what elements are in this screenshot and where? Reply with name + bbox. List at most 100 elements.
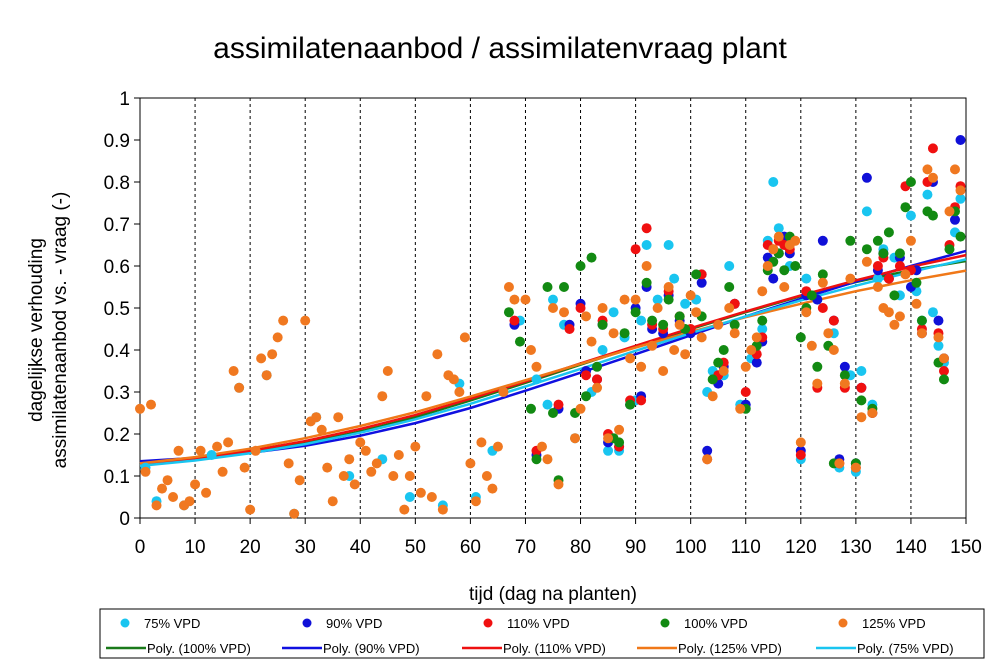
x-tick-label: 0 (135, 537, 146, 558)
trendline (139, 258, 967, 468)
data-point (658, 319, 669, 330)
data-point (878, 248, 889, 259)
trendline (139, 269, 967, 465)
data-point (190, 479, 201, 490)
data-point (696, 277, 707, 288)
data-point (327, 496, 338, 507)
data-point (713, 357, 724, 368)
data-point (856, 412, 867, 423)
x-tick-label: 140 (895, 537, 927, 558)
data-point (927, 307, 938, 318)
data-point (674, 311, 685, 322)
data-point (520, 294, 531, 305)
y-tick-label: 0.7 (104, 215, 130, 236)
x-tick-label: 110 (731, 537, 761, 558)
data-point (151, 500, 162, 511)
data-point (702, 445, 713, 456)
data-point (757, 315, 768, 326)
data-point (790, 261, 801, 271)
data-point (581, 311, 592, 322)
data-point (223, 437, 234, 448)
data-point (250, 445, 261, 456)
legend-label: Poly. (110% VPD) (503, 641, 606, 656)
data-point (294, 475, 305, 486)
data-point (509, 294, 520, 305)
y-tick-label: 0.8 (104, 173, 130, 194)
data-point (581, 370, 592, 381)
data-point (399, 504, 410, 515)
x-axis-label: tijd (dag na planten) (469, 584, 637, 605)
legend-label: 125% VPD (862, 616, 926, 631)
data-point (531, 361, 542, 372)
data-point (812, 378, 823, 389)
data-point (570, 433, 581, 444)
data-point (768, 244, 779, 255)
data-point (845, 235, 856, 246)
data-point (382, 366, 393, 376)
legend-label: 75% VPD (144, 616, 200, 631)
data-point (861, 256, 872, 267)
data-point (883, 307, 894, 318)
data-point (652, 294, 663, 305)
data-point (377, 391, 388, 402)
data-point (509, 315, 520, 326)
data-point (421, 391, 432, 402)
data-point (559, 307, 570, 318)
legend (99, 608, 985, 659)
data-point (817, 235, 828, 246)
data-point (625, 399, 636, 410)
data-point (140, 466, 151, 477)
data-point (894, 261, 905, 271)
data-point (795, 332, 806, 343)
data-point (955, 185, 966, 196)
data-point (366, 466, 377, 477)
data-point (542, 282, 553, 292)
x-tick-label: 70 (515, 537, 536, 558)
data-point (839, 370, 850, 381)
data-point (283, 458, 294, 469)
y-tick-label: 0.5 (104, 299, 130, 320)
data-point (448, 374, 459, 385)
data-point (614, 437, 625, 448)
data-point (146, 399, 157, 410)
y-tick-label: 0.4 (104, 341, 131, 362)
data-point (575, 303, 586, 313)
data-point (823, 328, 834, 339)
legend-label: 110% VPD (507, 616, 570, 631)
data-point (525, 345, 536, 355)
data-point (465, 458, 476, 469)
data-point (663, 294, 674, 305)
data-point (404, 471, 415, 481)
data-point (889, 319, 900, 330)
data-point (619, 328, 630, 339)
x-tick-label: 130 (840, 537, 872, 558)
data-point (674, 319, 685, 330)
y-axis-label-line-1: dagelijkse verhouding (26, 238, 47, 422)
data-point (773, 231, 784, 242)
data-point (944, 244, 955, 255)
data-point (905, 235, 916, 246)
data-point (459, 332, 470, 343)
data-point (801, 273, 812, 284)
data-point (867, 408, 878, 418)
data-point (916, 315, 927, 326)
data-point (256, 353, 267, 364)
trendlines (139, 249, 967, 468)
data-point (575, 403, 586, 414)
data-point (828, 315, 839, 326)
legend-marker (302, 618, 312, 628)
data-point (685, 290, 696, 301)
data-point (740, 361, 751, 372)
data-point (856, 382, 867, 393)
data-point (470, 496, 481, 507)
data-point (773, 223, 784, 234)
y-tick-label: 0 (119, 509, 130, 530)
data-point (856, 395, 867, 406)
data-point (393, 450, 404, 460)
legend-label: Poly. (75% VPD) (857, 641, 954, 656)
data-point (905, 210, 916, 221)
data-point (581, 391, 592, 402)
data-point (316, 424, 327, 435)
data-point (718, 345, 729, 355)
